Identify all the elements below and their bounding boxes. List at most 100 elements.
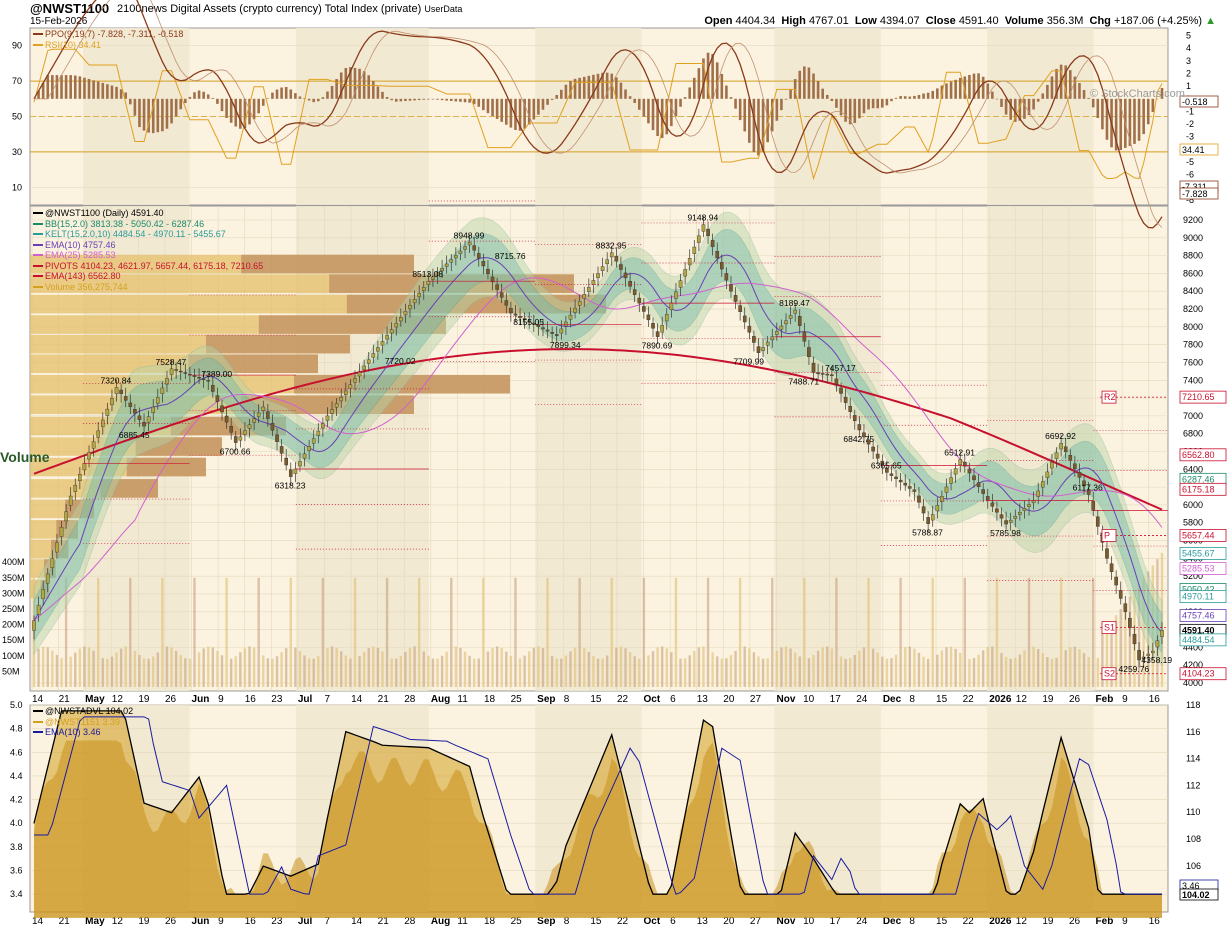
candle-body [1054,452,1059,459]
volume-bar [899,577,902,687]
volume-bar [1004,656,1008,687]
volume-bar [1069,647,1072,687]
ppo-histogram-bar [445,98,448,101]
volume-by-price-bar [100,479,158,498]
ppo-histogram-bar [381,91,384,99]
ppo-histogram-bar [977,73,980,99]
volume-bar [156,652,160,687]
volume-bar [959,652,962,687]
x-tick-label: 26 [165,916,177,927]
candle-body [252,418,256,423]
candle-body [683,269,687,277]
ppo-histogram-bar [908,96,912,99]
value-badge-label: 4757.46 [1182,611,1215,621]
volume-bar [326,648,329,687]
volume-tick-label: 50M [2,666,20,676]
candle-body [1018,512,1022,515]
price-tick-label: 9200 [1183,215,1203,225]
value-badge-label: 5657.44 [1182,530,1215,540]
ppo-histogram-bar [821,88,824,99]
ppo-histogram-bar [64,75,68,99]
volume-bar [743,646,746,687]
ppo-histogram-bar [1105,98,1109,140]
legend-text: BB(15,2.0) 3813.38 - 5050.42 - 6287.46 [45,218,205,229]
pivot-tag [1101,529,1117,542]
volume-bar [353,577,357,687]
candle-body [435,272,440,276]
candle-body [380,341,385,346]
candle-body [467,242,472,246]
ppo-histogram-bar [454,98,458,102]
volume-bar [37,648,40,687]
x-tick-label: 26 [1069,916,1081,927]
ppo-histogram-bar [949,81,953,99]
candle-body [1013,516,1018,519]
x-tick-label: 13 [697,694,709,705]
volume-by-price-bar [241,254,414,274]
chart-header: @NWST1100 2100news Digital Assets (crypt… [0,0,1228,28]
ppo-histogram-bar [436,98,439,100]
ppo-tick-label: -5 [1186,157,1194,167]
volume-bar [243,648,247,687]
volume-bar [119,648,123,687]
x-tick-label: 12 [1016,916,1028,927]
candle-body [646,314,651,321]
volume-bar [688,655,691,687]
candle-body [330,409,334,414]
candle-body [385,335,389,340]
x-tick-label: 17 [830,916,842,927]
ppo-histogram-bar [96,81,100,99]
volume-bar [1087,657,1090,687]
candle-body [1160,630,1164,637]
value-badge [1179,390,1227,404]
candle-body [394,323,399,328]
candle-body [91,441,96,449]
candle-body [490,276,495,282]
ppo-histogram-bar [702,58,705,99]
volume-bar [995,577,999,687]
value-badge-label: 4104.23 [1182,669,1215,679]
ppo-tick-label: 2 [1186,69,1191,79]
x-tick-label: 6 [670,694,676,705]
ppo-histogram-bar [225,98,228,118]
volume-bar [1124,602,1127,687]
candle-body [1123,603,1128,612]
ppo-histogram-bar [601,72,604,99]
candle-body [325,415,330,421]
candle-body [564,321,568,327]
x-tick-label: Jun [192,694,210,705]
candle-body [50,558,55,568]
volume-bar [170,647,173,687]
ppo-histogram-bar [1133,98,1136,144]
candle-body [55,542,59,553]
price-annotation: 8715.76 [495,251,526,261]
candle-body [137,415,142,420]
ppo-histogram-bar [683,97,687,99]
candle-body [371,353,376,358]
ppo-histogram-bar [958,77,962,99]
x-tick-label: 15 [936,694,948,705]
volume-bar [1092,577,1095,687]
volume-bar [417,577,421,687]
advl-line [33,710,1162,895]
candle-body [756,346,761,353]
candle-body [45,573,50,584]
price-tick-label: 8800 [1183,251,1203,261]
x-tick-label: 8 [564,916,570,927]
ppo-histogram-bar [789,89,792,99]
breadth-tick-label: 3.6 [10,866,23,876]
ppo-histogram-bar [404,98,407,102]
candle-body [1059,443,1063,450]
volume-bar [922,656,925,687]
price-annotation: 7899.34 [550,340,581,350]
volume-bar [404,651,407,687]
ppo-histogram-bar [184,98,187,104]
volume-bar [1147,571,1150,687]
volume-bar [738,577,742,687]
value-badge-label: 3.46 [1182,881,1200,891]
x-tick-label: 22 [963,916,975,927]
ppo-tick-label: 1 [1186,81,1191,91]
ppo-histogram-bar [133,98,137,116]
candle-body [940,495,944,502]
volume-bar [271,658,274,687]
